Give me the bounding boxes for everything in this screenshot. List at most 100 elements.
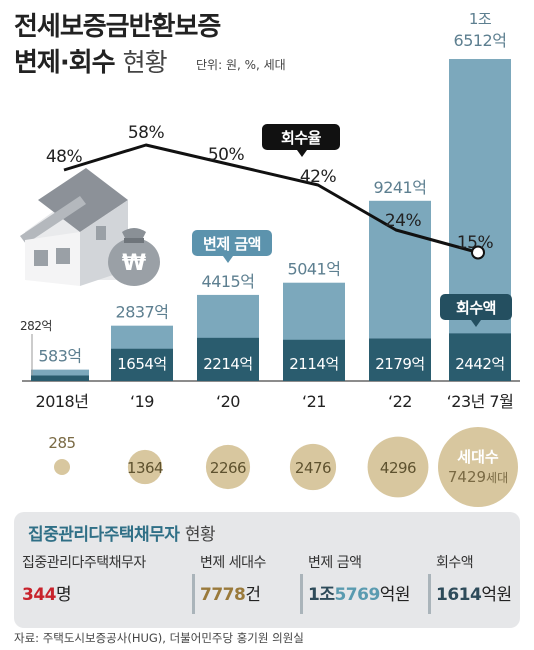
callout-recovery-rate: 회수율 <box>262 124 340 157</box>
divider <box>300 574 303 614</box>
col-number: 7778 <box>200 585 246 605</box>
recovery-label: 1654억 <box>117 355 166 373</box>
recovery-bar <box>369 338 431 381</box>
col-label: 집중관리다주택채무자 <box>22 555 146 571</box>
col-label: 회수액 <box>436 555 474 571</box>
panel-title-light: 현황 <box>184 525 216 545</box>
repay-bar <box>31 369 89 381</box>
col-number-prefix: 1조 <box>308 585 335 605</box>
col-number: 5769 <box>334 585 380 605</box>
callout-tail <box>297 150 307 157</box>
col-label: 변제 금액 <box>308 555 362 571</box>
repay-label: 5041억 <box>288 260 341 279</box>
col-suffix: 억원 <box>379 585 411 605</box>
household-label: 285 <box>48 434 75 452</box>
repay-label: 583억 <box>38 347 81 366</box>
household-bubble <box>205 444 251 490</box>
callout-label: 변제 금액 <box>203 235 261 253</box>
category-label: ‘23년 7월 <box>447 392 514 411</box>
col-number: 344 <box>22 585 57 605</box>
callout-label: 회수율 <box>281 129 322 147</box>
divider <box>428 574 431 614</box>
svg-text:₩: ₩ <box>122 251 146 276</box>
recovery-label: 2114억 <box>289 355 338 373</box>
household-label: 4296 <box>380 459 416 477</box>
house-icon <box>20 168 128 286</box>
rate-label: 58% <box>128 123 165 143</box>
recovery-label: 2214억 <box>203 355 252 373</box>
money-bag-icon: ₩ <box>108 228 160 286</box>
household-label: 세대수 <box>457 448 499 466</box>
callout-box <box>262 124 340 150</box>
chart-title: 전세보증금반환보증 <box>14 12 221 42</box>
recovery-bar <box>449 333 511 381</box>
source-note: 자료: 주택도시보증공사(HUG), 더불어민주당 홍기원 의원실 <box>14 631 304 645</box>
category-label: ‘19 <box>130 392 154 411</box>
repay-label: 2837억 <box>116 303 169 322</box>
recovery-label: 2179억 <box>375 355 424 373</box>
rate-label: 50% <box>208 145 245 165</box>
category-label: ‘20 <box>216 392 240 411</box>
subtitle-bold: 변제·회수 <box>14 48 116 78</box>
debtor-status-panel: 집중관리다주택채무자 현황 집중관리다주택채무자 344명 변제 세대수 777… <box>14 512 520 628</box>
household-bubble <box>438 427 518 507</box>
callout-box <box>192 230 272 256</box>
panel-col-debtors: 집중관리다주택채무자 344명 <box>22 552 146 618</box>
household-bubble <box>289 443 337 491</box>
category-label: ‘22 <box>388 392 412 411</box>
col-label: 변제 세대수 <box>200 555 266 571</box>
rate-end-marker <box>471 245 485 260</box>
household-label: 7429세대 <box>448 468 508 486</box>
bars-layer: 282억 583억 2018년 1654억 2837억 ‘19 2214억 4415억 ‘20 2… <box>20 10 520 411</box>
recovery-label: 2442억 <box>455 355 504 373</box>
rate-line-layer: 48% 58% 50% 42% 24% 15% <box>46 123 494 260</box>
household-unit: 세대 <box>486 471 508 485</box>
col-number: 1614 <box>436 585 482 605</box>
callout-repay-amount: 변제 금액 <box>192 230 272 263</box>
callout-recovery-amount: 회수액 <box>440 294 512 327</box>
callout-label: 회수액 <box>456 299 496 317</box>
chart-subtitle: 변제·회수 현황 <box>14 42 168 79</box>
household-label: 2476 <box>295 459 331 477</box>
repay-label: 9241억 <box>374 178 427 197</box>
rate-label: 42% <box>300 167 337 187</box>
panel-title-bold: 집중관리다주택채무자 <box>28 525 180 545</box>
panel-col-recovery: 회수액 1614억원 <box>428 552 512 618</box>
subtitle-light: 현황 <box>122 48 168 77</box>
panel-title: 집중관리다주택채무자 현황 <box>28 520 216 545</box>
rate-label: 48% <box>46 147 83 167</box>
panel-col-households: 변제 세대수 7778건 <box>192 552 266 618</box>
col-suffix: 억원 <box>481 585 512 605</box>
col-suffix: 건 <box>245 585 261 605</box>
household-num: 7429 <box>448 468 486 486</box>
household-bubble <box>127 449 163 485</box>
unit-note: 단위: 원, %, 세대 <box>196 58 286 72</box>
recovery-bar <box>111 348 173 381</box>
recovery-bar <box>283 339 345 381</box>
rate-label: 24% <box>385 211 422 231</box>
repay-label: 4415억 <box>202 272 255 291</box>
col-suffix: 명 <box>56 585 72 605</box>
repay-label: 6512억 <box>454 31 507 50</box>
households-bubbles: 285 1364 2266 2476 4296 세대수 7429세대 <box>48 427 518 507</box>
recovery-label: 282억 <box>20 319 52 333</box>
bar-line-chart: 282억 583억 2018년 1654억 2837억 ‘19 2214억 4415억 ‘20 2… <box>20 10 520 507</box>
callout-tail <box>471 320 481 327</box>
category-label: ‘21 <box>302 392 326 411</box>
divider <box>192 574 195 614</box>
callout-box <box>440 294 512 320</box>
recovery-bar <box>31 375 89 381</box>
rate-label: 15% <box>457 233 494 253</box>
repay-bar <box>449 59 511 382</box>
household-bubble <box>54 459 70 475</box>
household-bubble <box>367 436 429 498</box>
household-label: 2266 <box>210 459 246 477</box>
category-label: 2018년 <box>36 392 89 411</box>
rate-line <box>63 143 479 254</box>
household-label: 1364 <box>127 459 163 477</box>
repay-label: 1조 <box>469 10 492 28</box>
recovery-bar <box>197 337 259 381</box>
callout-tail <box>223 256 233 263</box>
panel-col-repay-amount: 변제 금액 1조5769억원 <box>300 552 411 618</box>
